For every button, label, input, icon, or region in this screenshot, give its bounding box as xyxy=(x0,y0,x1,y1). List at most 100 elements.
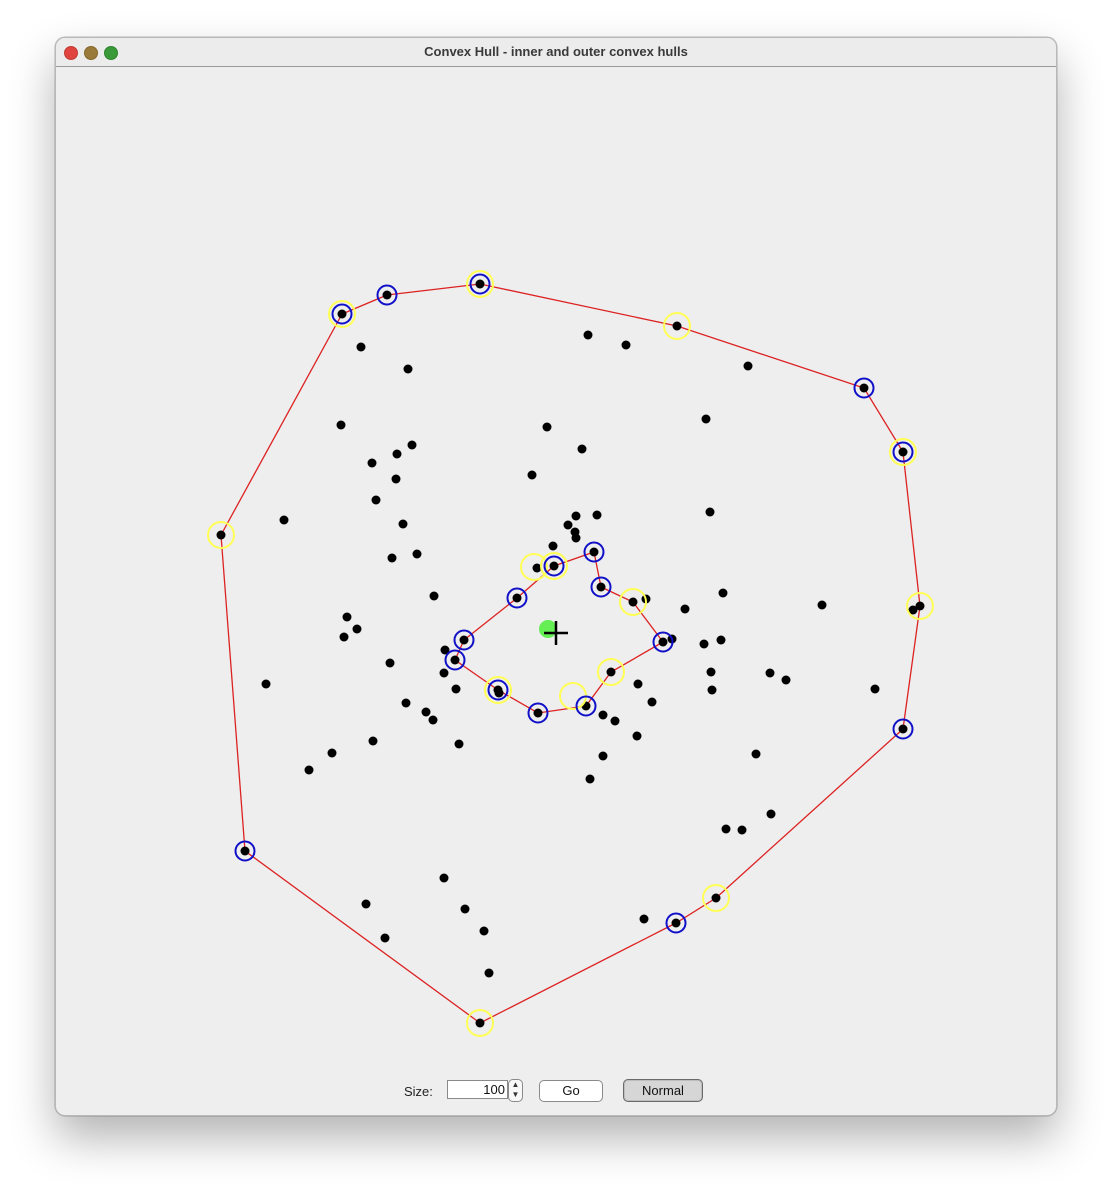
blue-ring-marker xyxy=(487,679,509,701)
data-point xyxy=(385,658,395,668)
size-label: Size: xyxy=(404,1084,433,1099)
data-point xyxy=(460,904,470,914)
blue-ring-marker xyxy=(665,912,687,934)
data-point xyxy=(512,593,522,603)
data-point xyxy=(494,688,504,698)
data-point xyxy=(392,449,402,459)
zoom-window-button[interactable] xyxy=(104,46,118,60)
data-point xyxy=(598,751,608,761)
yellow-ring-marker xyxy=(889,438,917,466)
chevron-up-icon[interactable]: ▲ xyxy=(511,1080,520,1089)
data-point xyxy=(571,511,581,521)
data-point xyxy=(450,655,460,665)
normal-button[interactable]: Normal xyxy=(623,1079,703,1102)
yellow-ring-marker xyxy=(520,553,548,581)
title-bar[interactable]: Convex Hull - inner and outer convex hul… xyxy=(56,38,1056,67)
data-point xyxy=(475,279,485,289)
data-point xyxy=(628,597,638,607)
blue-ring-marker xyxy=(453,629,475,651)
data-point xyxy=(781,675,791,685)
yellow-ring-marker xyxy=(466,1009,494,1037)
data-point xyxy=(352,624,362,634)
data-point xyxy=(428,715,438,725)
yellow-markers xyxy=(207,270,934,1037)
data-point xyxy=(671,918,681,928)
data-point xyxy=(339,632,349,642)
data-point xyxy=(367,458,377,468)
crosshair-cursor-icon xyxy=(544,621,568,645)
hull-lines xyxy=(220,283,921,1024)
data-point xyxy=(898,447,908,457)
data-point xyxy=(647,697,657,707)
data-point xyxy=(721,824,731,834)
yellow-ring-marker xyxy=(663,312,691,340)
blue-ring-marker xyxy=(331,303,353,325)
data-point xyxy=(356,342,366,352)
data-point xyxy=(621,340,631,350)
data-point xyxy=(401,698,411,708)
data-point xyxy=(915,601,925,611)
blue-ring-marker xyxy=(590,576,612,598)
data-point xyxy=(454,739,464,749)
yellow-ring-marker xyxy=(328,300,356,328)
blue-ring-marker xyxy=(652,631,674,653)
yellow-ring-marker xyxy=(906,592,934,620)
data-point xyxy=(606,667,616,677)
go-button[interactable]: Go xyxy=(539,1080,603,1102)
data-point xyxy=(589,547,599,557)
data-point xyxy=(484,968,494,978)
data-point xyxy=(765,668,775,678)
minimize-window-button[interactable] xyxy=(84,46,98,60)
blue-ring-marker xyxy=(892,718,914,740)
data-point xyxy=(716,635,726,645)
data-point xyxy=(542,422,552,432)
data-point xyxy=(532,563,542,573)
chevron-down-icon[interactable]: ▼ xyxy=(511,1090,520,1099)
data-point xyxy=(633,679,643,689)
data-point xyxy=(707,685,717,695)
size-stepper[interactable]: ▲ ▼ xyxy=(508,1079,523,1102)
data-point xyxy=(571,533,581,543)
yellow-ring-marker xyxy=(619,588,647,616)
data-point xyxy=(459,635,469,645)
blue-ring-marker xyxy=(543,555,565,577)
yellow-ring-marker xyxy=(597,658,625,686)
window-title: Convex Hull - inner and outer convex hul… xyxy=(424,44,688,59)
yellow-ring-marker xyxy=(559,682,587,710)
blue-ring-marker xyxy=(853,377,875,399)
data-point xyxy=(475,1018,485,1028)
blue-ring-marker xyxy=(575,695,597,717)
data-point xyxy=(451,684,461,694)
centroid-marker xyxy=(539,620,557,638)
data-point xyxy=(548,541,558,551)
point-set xyxy=(216,279,925,1028)
data-point xyxy=(342,612,352,622)
size-input[interactable] xyxy=(447,1080,508,1099)
data-point xyxy=(279,515,289,525)
data-point xyxy=(368,736,378,746)
data-point xyxy=(705,507,715,517)
close-window-button[interactable] xyxy=(64,46,78,60)
hull-canvas[interactable] xyxy=(56,67,1056,1072)
data-point xyxy=(391,474,401,484)
data-point xyxy=(680,604,690,614)
data-point xyxy=(429,591,439,601)
blue-ring-marker xyxy=(892,441,914,463)
data-point xyxy=(527,470,537,480)
data-point xyxy=(737,825,747,835)
data-point xyxy=(658,637,668,647)
data-point xyxy=(387,553,397,563)
data-point xyxy=(577,444,587,454)
data-point xyxy=(701,414,711,424)
data-point xyxy=(598,710,608,720)
blue-ring-marker xyxy=(583,541,605,563)
yellow-ring-marker xyxy=(702,884,730,912)
data-point xyxy=(898,724,908,734)
data-point xyxy=(407,440,417,450)
data-point xyxy=(261,679,271,689)
data-point xyxy=(439,668,449,678)
app-window: Convex Hull - inner and outer convex hul… xyxy=(55,37,1057,1116)
data-point xyxy=(412,549,422,559)
data-point xyxy=(751,749,761,759)
blue-markers xyxy=(234,273,914,934)
